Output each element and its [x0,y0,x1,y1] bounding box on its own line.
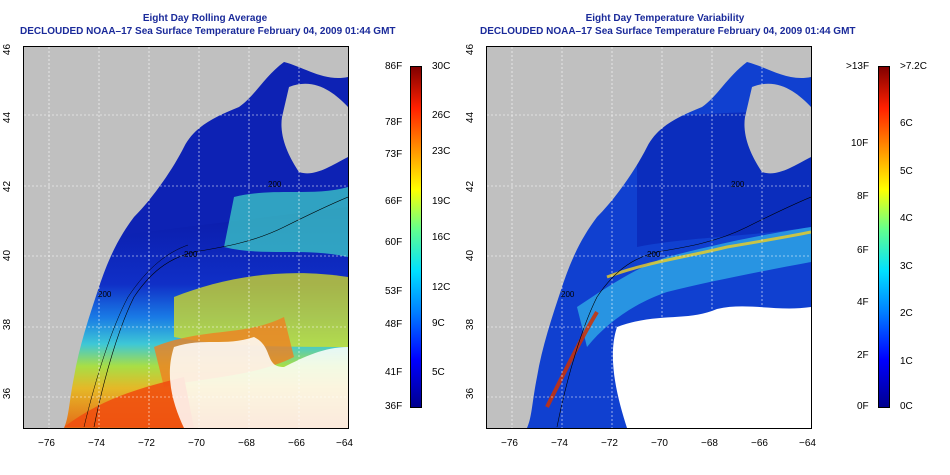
left-slope-water [224,187,348,257]
right-cbar-f-0: >13F [846,61,870,72]
right-cbar-c-3: 4C [900,213,913,224]
right-lon-66: −66 [751,438,768,449]
right-lat-40: 40 [465,249,477,262]
left-contour-label-2: 200 [184,250,198,259]
left-cbar-f-4: 60F [385,237,403,248]
right-cbar-f-3: 6F [857,245,869,256]
right-lon-72: −72 [601,438,618,449]
left-cbar-c-3: 19C [432,196,451,207]
right-lat-36: 36 [465,387,477,400]
left-lat-44: 44 [2,111,14,124]
right-lat-46: 46 [465,43,477,56]
right-title: Eight Day Temperature Variability DECLOU… [480,12,856,38]
right-cbar-f-1: 10F [851,138,869,149]
left-sst-map: 200 200 200 [23,46,349,429]
left-cbar-f-7: 41F [385,367,403,378]
left-cloud-mask [169,337,348,428]
right-title-line1: Eight Day Temperature Variability [585,13,745,24]
left-cbar-f-0: 86F [385,61,403,72]
left-cbar-c-2: 23C [432,146,451,157]
right-cbar-c-4: 3C [900,261,913,272]
left-cbar-f-2: 73F [385,149,403,160]
left-contour-200m [93,196,348,428]
left-cbar-c-6: 9C [432,318,445,329]
left-cbar-c-1: 26C [432,110,451,121]
right-cbar-f-6: 0F [857,401,869,412]
left-cbar-c-0: 30C [432,61,451,72]
right-lat-42: 42 [465,180,477,193]
right-gulfstream-front [606,230,811,279]
right-lon-70: −70 [651,438,668,449]
left-lat-40: 40 [2,249,14,262]
right-title-line2: DECLOUDED NOAA–17 Sea Surface Temperatur… [480,26,856,37]
left-land-mainland [24,47,348,428]
left-contour-label-3: 200 [98,290,112,299]
right-contour-label-2: 200 [647,250,661,259]
left-cbar-f-8: 36F [385,401,403,412]
left-title: Eight Day Rolling Average DECLOUDED NOAA… [20,12,396,38]
left-lon-64: −64 [336,438,353,449]
right-lon-64: −64 [799,438,816,449]
left-title-line2: DECLOUDED NOAA–17 Sea Surface Temperatur… [20,26,396,37]
left-lat-36: 36 [2,387,14,400]
right-graticule [487,47,811,428]
right-front-band [577,227,811,347]
left-cbar-c-7: 5C [432,367,445,378]
left-lon-72: −72 [138,438,155,449]
left-colorbar [410,66,422,408]
right-contour-200m [556,196,811,428]
left-lon-74: −74 [88,438,105,449]
right-cbar-f-5: 2F [857,350,869,361]
right-lon-76: −76 [501,438,518,449]
right-cbar-f-4: 4F [857,297,869,308]
right-land-mainland [487,47,811,428]
left-lat-42: 42 [2,180,14,193]
right-cbar-f-2: 8F [857,191,869,202]
right-lon-74: −74 [551,438,568,449]
right-cbar-c-6: 1C [900,356,913,367]
left-lat-38: 38 [2,318,14,331]
left-contour-label-1: 200 [268,180,282,189]
left-cbar-f-1: 78F [385,117,403,128]
left-gulfstream-band [174,273,348,347]
left-cbar-c-4: 16C [432,232,451,243]
right-shelf-front [545,310,599,408]
right-lat-38: 38 [465,318,477,331]
left-lon-66: −66 [288,438,305,449]
right-lon-68: −68 [701,438,718,449]
left-lon-76: −76 [38,438,55,449]
left-lon-70: −70 [188,438,205,449]
right-variability-map: 200 200 200 [486,46,812,429]
right-cbar-c-2: 5C [900,166,913,177]
right-map-svg: 200 200 200 [487,47,811,428]
right-cbar-c-5: 2C [900,308,913,319]
left-graticule [24,47,348,428]
right-contour-label-3: 200 [561,290,575,299]
left-title-line1: Eight Day Rolling Average [142,13,268,24]
right-lat-44: 44 [465,111,477,124]
left-lon-68: −68 [238,438,255,449]
right-cbar-c-1: 6C [900,118,913,129]
right-land-nova-scotia [744,83,811,174]
right-contour-label-1: 200 [731,180,745,189]
left-map-svg: 200 200 200 [24,47,348,428]
left-lat-46: 46 [2,43,14,56]
left-cbar-f-5: 53F [385,286,403,297]
left-cbar-c-5: 12C [432,282,451,293]
right-cbar-c-0: >7.2C [900,61,927,72]
left-land-nova-scotia [281,83,348,174]
right-colorbar [878,66,890,408]
left-cbar-f-3: 66F [385,196,403,207]
left-cbar-f-6: 48F [385,319,403,330]
left-contour-shelf [83,244,189,428]
right-cbar-c-7: 0C [900,401,913,412]
